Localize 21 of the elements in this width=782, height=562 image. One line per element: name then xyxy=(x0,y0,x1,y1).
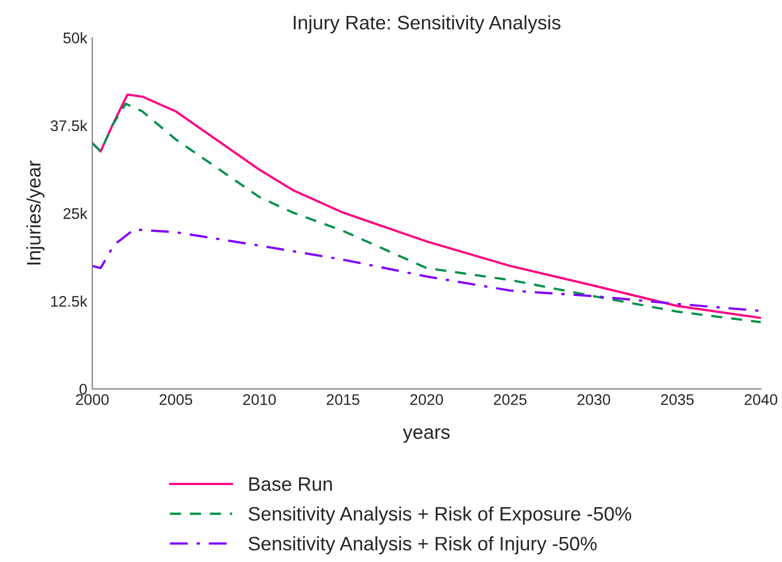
y-tick-label: 0 xyxy=(80,384,87,395)
y-tick-label: 12.5k xyxy=(51,296,88,307)
x-tick-label: 2040 xyxy=(744,394,778,405)
chart-title: Injury Rate: Sensitivity Analysis xyxy=(294,15,560,34)
x-tick-label: 2025 xyxy=(494,394,527,405)
y-tick-label: 50k xyxy=(63,32,88,44)
legend-label: Base Run xyxy=(249,477,332,491)
legend-label: Sensitivity Analysis + Risk of Injury -50% xyxy=(248,536,597,554)
legend-label: Sensitivity Analysis + Risk of Exposure -50% xyxy=(248,506,632,525)
y-axis-title: Injuries/year xyxy=(26,160,44,264)
x-tick-label: 2010 xyxy=(243,394,276,405)
x-tick-label: 2030 xyxy=(578,394,610,405)
y-tick-label: 25k xyxy=(64,208,88,219)
x-axis-title: years xyxy=(402,428,450,443)
x-tick-label: 2015 xyxy=(326,394,360,405)
x-tick-label: 2000 xyxy=(76,394,109,405)
y-tick-label: 37.5k xyxy=(50,120,88,132)
x-tick-label: 2020 xyxy=(410,394,443,405)
line-series xyxy=(92,228,761,312)
x-tick-label: 2005 xyxy=(160,394,192,405)
x-tick-label: 2035 xyxy=(661,394,694,405)
